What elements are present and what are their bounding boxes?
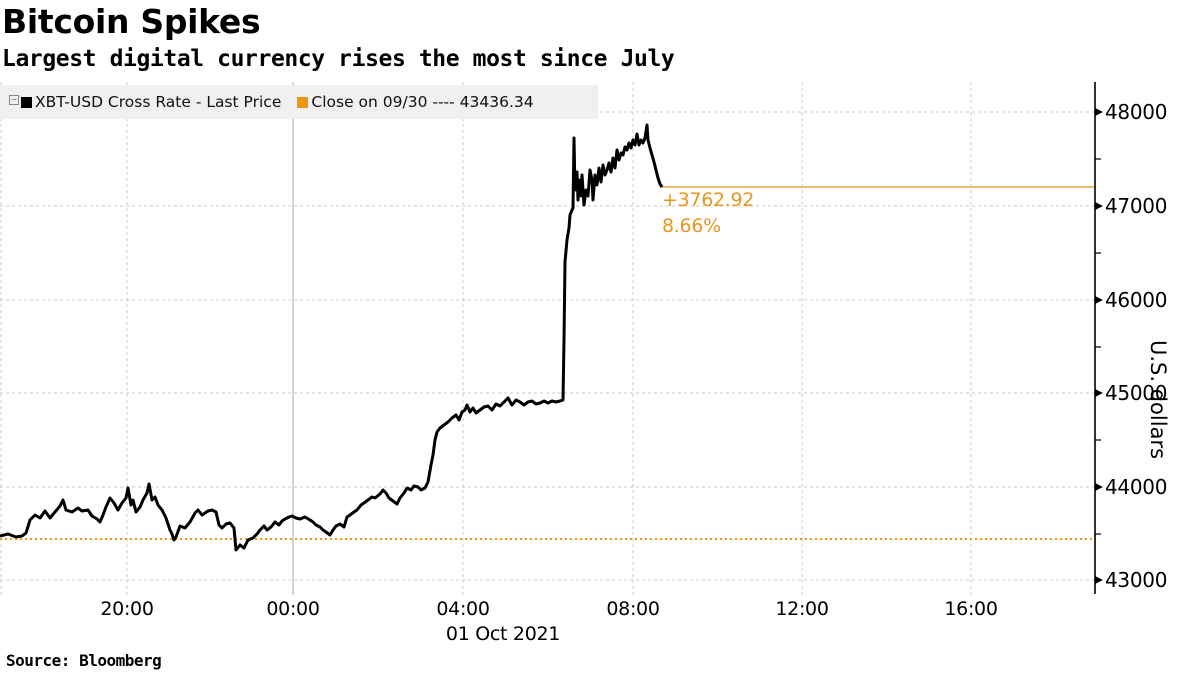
y-tick-label: 45000 (1105, 381, 1168, 405)
source-note: Source: Bloomberg (6, 651, 162, 670)
x-axis-date-label: 01 Oct 2021 (445, 623, 561, 645)
chart-subtitle: Largest digital currency rises the most … (2, 46, 675, 72)
y-tick-label: 44000 (1105, 475, 1168, 499)
price-series-line (0, 123, 664, 552)
legend-label: Close on 09/30 ---- 43436.34 (311, 93, 534, 111)
x-tick-label: 04:00 (436, 598, 490, 620)
y-axis-ticks (1095, 158, 1101, 535)
x-gridlines (0, 82, 972, 595)
legend-swatch-orange-icon (297, 96, 309, 108)
y-tick-label: 47000 (1105, 194, 1168, 218)
y-gridlines (0, 111, 1095, 581)
legend-item-close: Close on 09/30 ---- 43436.34 (297, 93, 534, 111)
y-axis-tick-arrows (1095, 108, 1103, 584)
legend-collapse-icon[interactable]: − (9, 95, 19, 105)
change-annotation: +3762.92 (662, 189, 755, 211)
y-tick-label: 46000 (1105, 288, 1168, 312)
percent-annotation: 8.66% (662, 215, 721, 237)
legend-label: XBT-USD Cross Rate - Last Price (35, 93, 282, 111)
chart-title: Bitcoin Spikes (2, 2, 261, 41)
x-tick-label: 20:00 (100, 598, 154, 620)
x-tick-label: 16:00 (944, 598, 998, 620)
x-tick-label: 08:00 (606, 598, 660, 620)
x-tick-label: 00:00 (266, 598, 320, 620)
legend-item-last-price: XBT-USD Cross Rate - Last Price (21, 93, 281, 111)
y-tick-label: 48000 (1105, 100, 1168, 124)
legend-swatch-black-icon (21, 96, 32, 108)
chart-legend: − XBT-USD Cross Rate - Last Price Close … (0, 85, 598, 119)
x-tick-label: 12:00 (775, 598, 829, 620)
y-axis-label: U.S. dollars (1146, 340, 1170, 460)
y-tick-label: 43000 (1105, 568, 1168, 592)
